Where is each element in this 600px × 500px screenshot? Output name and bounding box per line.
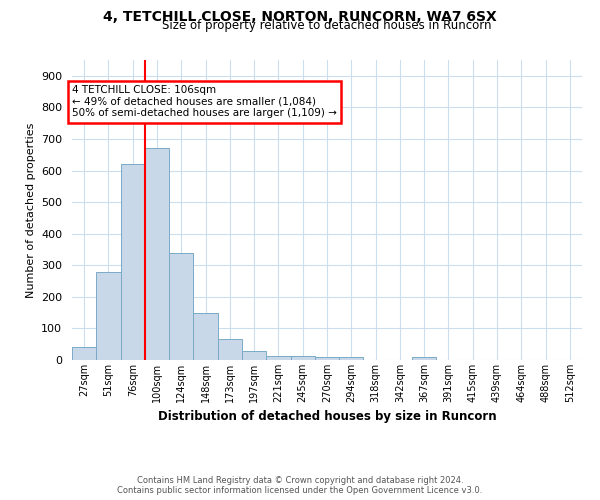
Bar — [193, 314, 218, 360]
Bar — [242, 350, 266, 360]
Bar — [96, 272, 121, 360]
Bar — [169, 252, 193, 360]
Y-axis label: Number of detached properties: Number of detached properties — [26, 122, 35, 298]
Bar — [121, 164, 145, 360]
Bar — [218, 340, 242, 360]
Bar — [339, 357, 364, 360]
Bar — [290, 356, 315, 360]
Text: 4 TETCHILL CLOSE: 106sqm
← 49% of detached houses are smaller (1,084)
50% of sem: 4 TETCHILL CLOSE: 106sqm ← 49% of detach… — [72, 86, 337, 118]
Bar — [412, 358, 436, 360]
Text: Contains HM Land Registry data © Crown copyright and database right 2024.
Contai: Contains HM Land Registry data © Crown c… — [118, 476, 482, 495]
X-axis label: Distribution of detached houses by size in Runcorn: Distribution of detached houses by size … — [158, 410, 496, 424]
Bar — [315, 357, 339, 360]
Title: Size of property relative to detached houses in Runcorn: Size of property relative to detached ho… — [162, 20, 492, 32]
Bar — [145, 148, 169, 360]
Bar — [72, 346, 96, 360]
Text: 4, TETCHILL CLOSE, NORTON, RUNCORN, WA7 6SX: 4, TETCHILL CLOSE, NORTON, RUNCORN, WA7 … — [103, 10, 497, 24]
Bar — [266, 356, 290, 360]
